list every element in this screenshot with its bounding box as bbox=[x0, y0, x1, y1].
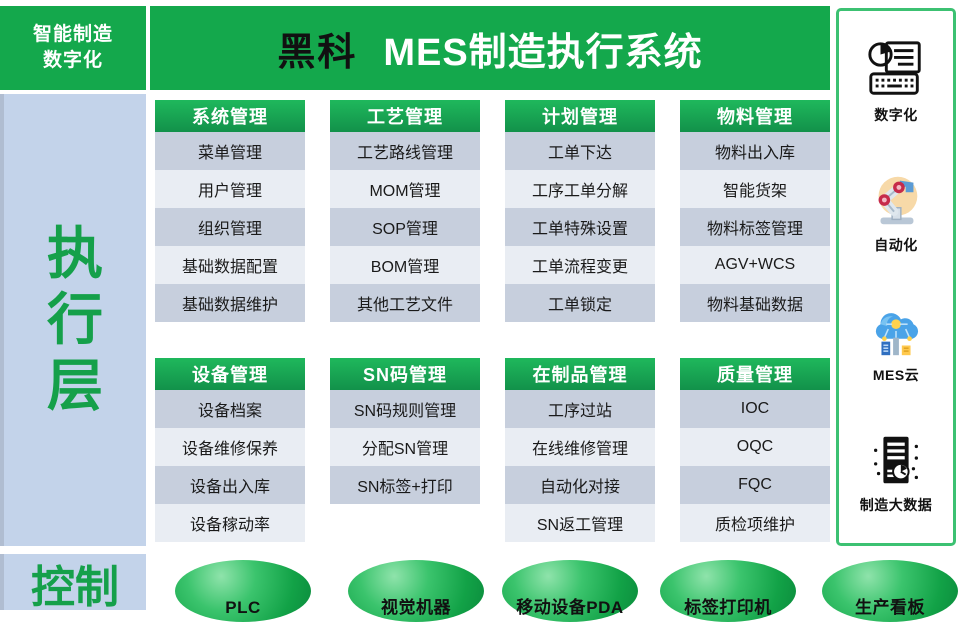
module-item[interactable]: MOM管理 bbox=[330, 170, 480, 208]
module-item[interactable]: 工艺路线管理 bbox=[330, 132, 480, 170]
page-title: MES制造执行系统 bbox=[383, 31, 703, 74]
module-item[interactable]: 物料出入库 bbox=[680, 132, 830, 170]
sidebar-label-automation: 自动化 bbox=[874, 237, 918, 253]
device-pill[interactable]: PLC bbox=[175, 560, 311, 622]
module-item[interactable]: 质检项维护 bbox=[680, 504, 830, 542]
module-item[interactable]: 在线维修管理 bbox=[505, 428, 655, 466]
module-item[interactable]: 菜单管理 bbox=[155, 132, 305, 170]
module-item[interactable]: IOC bbox=[680, 390, 830, 428]
module-item[interactable]: AGV+WCS bbox=[680, 246, 830, 284]
device-pill-label: 视觉机器 bbox=[381, 598, 451, 617]
module-header[interactable]: SN码管理 bbox=[330, 358, 480, 390]
module-card: 质量管理 IOC OQC FQC 质检项维护 bbox=[680, 358, 830, 542]
sidebar-item-automation[interactable]: 自动化 bbox=[839, 169, 953, 255]
execution-layer-char-1: 执 bbox=[47, 221, 103, 285]
robot-arm-icon bbox=[878, 176, 918, 225]
module-item[interactable]: 分配SN管理 bbox=[330, 428, 480, 466]
device-pill-label: 生产看板 bbox=[855, 598, 925, 617]
module-card: 在制品管理 工序过站 在线维修管理 自动化对接 SN返工管理 bbox=[505, 358, 655, 542]
module-card: 系统管理 菜单管理 用户管理 组织管理 基础数据配置 基础数据维护 bbox=[155, 100, 305, 322]
sidebar-label-big-data: 制造大数据 bbox=[859, 497, 933, 513]
device-pill[interactable]: 视觉机器 bbox=[348, 560, 484, 622]
badge-line-1: 智能制造 bbox=[32, 24, 113, 46]
header-banner: 黑科 MES制造执行系统 bbox=[150, 6, 830, 90]
module-item[interactable]: 设备档案 bbox=[155, 390, 305, 428]
module-item[interactable]: 工单特殊设置 bbox=[505, 208, 655, 246]
module-header[interactable]: 质量管理 bbox=[680, 358, 830, 390]
cloud-analytics-icon bbox=[875, 313, 919, 356]
module-item[interactable]: 组织管理 bbox=[155, 208, 305, 246]
server-bigdata-icon bbox=[874, 436, 918, 484]
module-item[interactable]: 工单下达 bbox=[505, 132, 655, 170]
module-item[interactable]: 基础数据维护 bbox=[155, 284, 305, 322]
sidebar-label-digitalization: 数字化 bbox=[874, 107, 918, 123]
module-header[interactable]: 在制品管理 bbox=[505, 358, 655, 390]
left-rail: 智能制造 数字化 执 行 层 控制 bbox=[0, 0, 146, 610]
brand-name: 黑科 bbox=[277, 31, 358, 74]
module-card: 设备管理 设备档案 设备维修保养 设备出入库 设备稼动率 bbox=[155, 358, 305, 542]
execution-layer-char-2: 行 bbox=[47, 287, 103, 351]
module-header[interactable]: 物料管理 bbox=[680, 100, 830, 132]
module-item[interactable]: 工序过站 bbox=[505, 390, 655, 428]
badge-line-2: 数字化 bbox=[42, 50, 103, 71]
smart-manufacturing-badge: 智能制造 数字化 bbox=[0, 6, 146, 90]
module-card: 工艺管理 工艺路线管理 MOM管理 SOP管理 BOM管理 其他工艺文件 bbox=[330, 100, 480, 322]
device-pill[interactable]: 移动设备PDA bbox=[502, 560, 638, 622]
module-header[interactable]: 计划管理 bbox=[505, 100, 655, 132]
module-item[interactable]: SN码规则管理 bbox=[330, 390, 480, 428]
module-item[interactable]: 自动化对接 bbox=[505, 466, 655, 504]
module-item[interactable]: 智能货架 bbox=[680, 170, 830, 208]
module-card: 物料管理 物料出入库 智能货架 物料标签管理 AGV+WCS 物料基础数据 bbox=[680, 100, 830, 322]
module-item[interactable]: SN标签+打印 bbox=[330, 466, 480, 504]
module-header[interactable]: 系统管理 bbox=[155, 100, 305, 132]
module-item[interactable]: 工单流程变更 bbox=[505, 246, 655, 284]
module-item[interactable]: BOM管理 bbox=[330, 246, 480, 284]
module-item[interactable]: OQC bbox=[680, 428, 830, 466]
sidebar-item-mes-cloud[interactable]: MES云 bbox=[839, 299, 953, 385]
module-item[interactable]: SOP管理 bbox=[330, 208, 480, 246]
module-item[interactable]: 用户管理 bbox=[155, 170, 305, 208]
execution-layer-label: 执 行 层 bbox=[0, 94, 146, 546]
module-item[interactable]: 物料基础数据 bbox=[680, 284, 830, 322]
control-layer-label: 控制 bbox=[0, 554, 146, 610]
module-item[interactable]: 设备出入库 bbox=[155, 466, 305, 504]
module-item[interactable]: 设备稼动率 bbox=[155, 504, 305, 542]
module-item[interactable]: 其他工艺文件 bbox=[330, 284, 480, 322]
module-item[interactable]: 工序工单分解 bbox=[505, 170, 655, 208]
module-card: 计划管理 工单下达 工序工单分解 工单特殊设置 工单流程变更 工单锁定 bbox=[505, 100, 655, 322]
module-card: SN码管理 SN码规则管理 分配SN管理 SN标签+打印 bbox=[330, 358, 480, 504]
device-pill[interactable]: 标签打印机 bbox=[660, 560, 796, 622]
control-layer-device-row: PLC 视觉机器 移动设备PDA 标签打印机 生产看板 bbox=[150, 560, 960, 622]
module-item[interactable]: FQC bbox=[680, 466, 830, 504]
module-header[interactable]: 工艺管理 bbox=[330, 100, 480, 132]
document-keyboard-icon bbox=[868, 41, 921, 95]
sidebar-label-mes-cloud: MES云 bbox=[872, 367, 920, 383]
device-pill-label: 标签打印机 bbox=[684, 598, 772, 617]
sidebar-item-big-data[interactable]: 制造大数据 bbox=[839, 429, 953, 515]
execution-layer-char-3: 层 bbox=[47, 354, 103, 418]
module-item[interactable]: 物料标签管理 bbox=[680, 208, 830, 246]
module-grid: 系统管理 菜单管理 用户管理 组织管理 基础数据配置 基础数据维护 工艺管理 工艺路线管理 MO… bbox=[155, 100, 830, 546]
module-item[interactable]: 工单锁定 bbox=[505, 284, 655, 322]
module-item[interactable]: 基础数据配置 bbox=[155, 246, 305, 284]
sidebar-item-digitalization[interactable]: 数字化 bbox=[839, 39, 953, 125]
module-item[interactable]: SN返工管理 bbox=[505, 504, 655, 542]
device-pill[interactable]: 生产看板 bbox=[822, 560, 958, 622]
device-pill-label: PLC bbox=[225, 598, 261, 617]
control-layer-text: 控制 bbox=[31, 563, 119, 612]
device-pill-label: 移动设备PDA bbox=[516, 598, 624, 617]
capability-sidebar: 数字化 自动化 bbox=[836, 8, 956, 546]
module-item[interactable]: 设备维修保养 bbox=[155, 428, 305, 466]
module-header[interactable]: 设备管理 bbox=[155, 358, 305, 390]
